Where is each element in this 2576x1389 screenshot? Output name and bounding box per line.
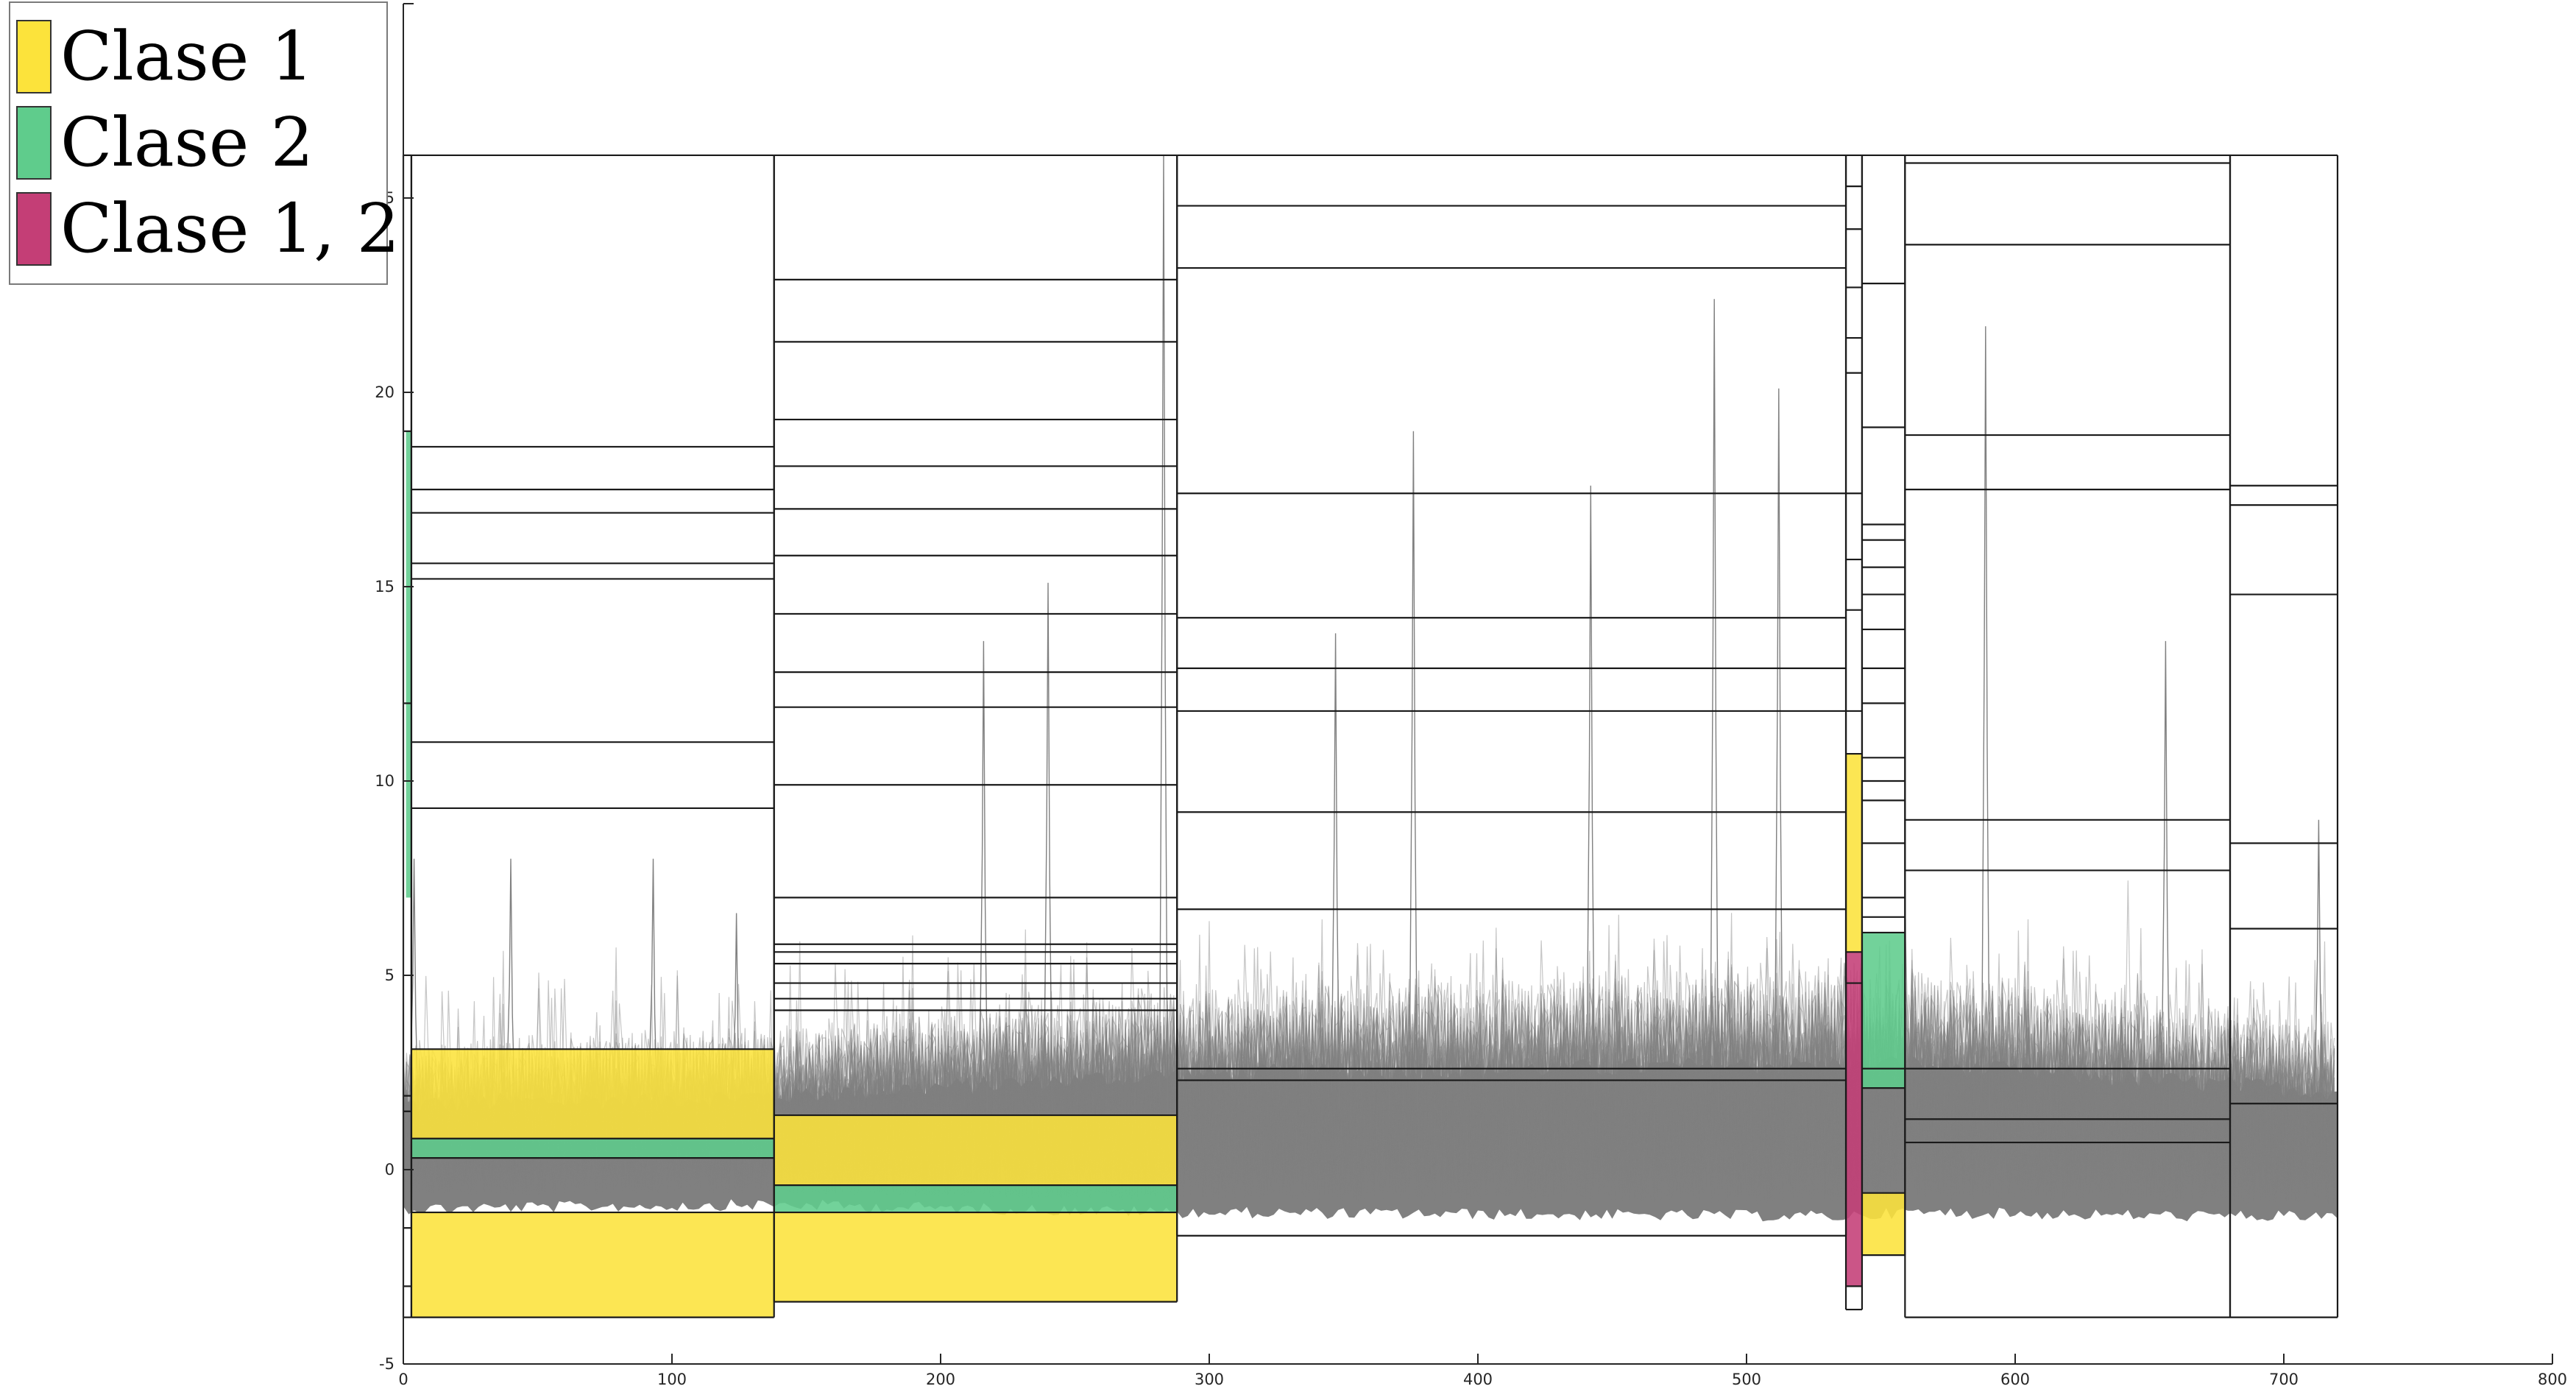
class-region-clase-2 (411, 1138, 774, 1159)
legend-swatch-clase-2 (16, 106, 52, 180)
signal-peak (2314, 819, 2324, 1111)
class-regions (406, 431, 1906, 1318)
y-tick-label: 5 (385, 966, 394, 984)
legend-item-clase-1: Clase 1 (16, 16, 314, 97)
signal-peak (648, 858, 658, 1111)
signal-trace (403, 934, 2335, 1204)
signal-peak (1586, 485, 1596, 1111)
x-tick-label: 800 (2538, 1371, 2567, 1388)
class-region-clase-1 (411, 1049, 774, 1139)
signal-peak (1774, 388, 1783, 1111)
signal-trace (403, 975, 2335, 1203)
signal-peak (1331, 633, 1340, 1111)
legend-swatch-clase-1-2 (16, 192, 52, 266)
signal-trace (403, 940, 2335, 1203)
signal-trace (403, 957, 2335, 1203)
legend-item-clase-1-2: Clase 1, 2 (16, 188, 400, 269)
signal-trace (403, 925, 2335, 1204)
signal-trace (403, 971, 2335, 1204)
signal-peak (1158, 155, 1169, 1111)
class-region-clase-1 (1861, 1192, 1906, 1256)
signal-peak (1409, 431, 1418, 1111)
signal-trace (403, 964, 2335, 1204)
x-tick-label: 700 (2269, 1371, 2299, 1388)
class-region-clase-1-2 (1846, 952, 1862, 1287)
legend-label-clase-1-2: Clase 1, 2 (60, 189, 400, 268)
signal-peak (1981, 326, 1990, 1111)
legend-item-clase-2: Clase 2 (16, 102, 314, 183)
signal-trace (403, 941, 2335, 1204)
y-tick-label: -5 (379, 1355, 394, 1373)
signal-peak (979, 640, 988, 1111)
class-region-clase-1 (1846, 754, 1862, 952)
signal-trace (403, 966, 2335, 1203)
legend-label-clase-1: Clase 1 (60, 17, 314, 96)
signal-peak (506, 858, 516, 1111)
class-region-clase-2 (774, 1185, 1178, 1213)
x-tick-label: 400 (1463, 1371, 1493, 1388)
signal-peak (2161, 640, 2170, 1111)
legend-label-clase-2: Clase 2 (60, 103, 314, 182)
y-tick-label: 10 (375, 772, 394, 790)
class-region-clase-2 (1861, 932, 1906, 1089)
x-tick-label: 200 (926, 1371, 955, 1388)
signal-trace (403, 965, 2335, 1205)
x-tick-label: 500 (1732, 1371, 1761, 1388)
signal-peak (1043, 582, 1053, 1111)
x-tick-label: 0 (398, 1371, 408, 1388)
legend: Clase 1 Clase 2 Clase 1, 2 (9, 1, 400, 285)
class-region-clase-2 (406, 431, 411, 898)
legend-swatch-clase-1 (16, 20, 52, 93)
signal-trace (403, 972, 2335, 1203)
y-tick-label: 20 (375, 384, 394, 401)
class-region-clase-1 (411, 1212, 774, 1318)
signal-peak (1710, 299, 1719, 1111)
x-tick-label: 600 (2000, 1371, 2030, 1388)
signal-trace (403, 935, 2335, 1203)
signal-trace (403, 936, 2335, 1204)
signal-trace (403, 944, 2335, 1204)
y-tick-label: 15 (375, 578, 394, 595)
signal-trace (403, 948, 2335, 1205)
x-tick-label: 100 (657, 1371, 687, 1388)
signal-trace (403, 913, 2335, 1204)
x-tick-label: 300 (1195, 1371, 1224, 1388)
segment-boundaries (402, 154, 2339, 1318)
class-region-clase-1 (774, 1115, 1178, 1186)
class-region-clase-1 (774, 1212, 1178, 1302)
y-tick-label: 0 (385, 1161, 394, 1178)
